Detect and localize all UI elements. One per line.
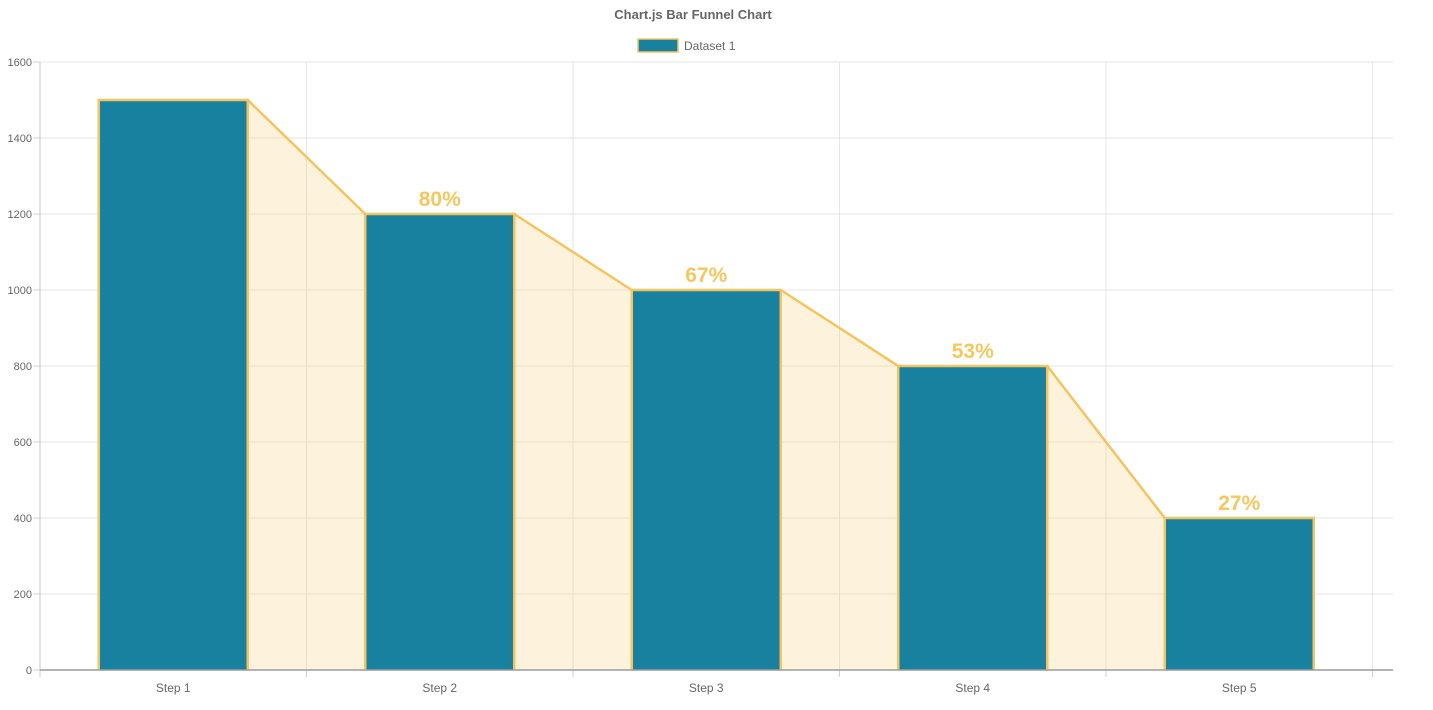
y-axis-tick-label: 0 [26,665,32,677]
y-axis-tick-label: 1400 [8,133,32,145]
bar-3[interactable] [631,290,781,670]
bars-layer [97,98,1315,670]
bar-2[interactable] [365,214,515,670]
bar-border [1163,516,1315,670]
funnel-connector-edge [513,212,633,292]
funnel-connector-edge [246,98,367,216]
x-axis-label-4: Step 4 [955,681,990,695]
percent-label-3: 67% [685,264,727,287]
percent-label-4: 53% [952,340,994,363]
y-axis-tick-label: 200 [14,589,32,601]
x-axis-label-3: Step 3 [689,681,724,695]
funnel-connector-edge [1046,364,1166,520]
legend[interactable]: Dataset 1 [637,38,736,53]
funnel-connector-edge [779,288,900,368]
bar-border [897,364,1049,670]
percent-label-5: 27% [1218,492,1260,515]
x-axis-label-2: Step 2 [422,681,457,695]
bar-4[interactable] [898,366,1048,670]
chart-title: Chart.js Bar Funnel Chart [614,7,772,22]
funnel-connector [514,214,632,670]
bar-5[interactable] [1164,518,1314,670]
bar-1[interactable] [98,100,248,670]
y-axis-tick-label: 400 [14,513,32,525]
legend-label[interactable]: Dataset 1 [684,39,736,53]
legend-swatch[interactable] [637,38,679,53]
y-axis-tick-label: 1600 [8,57,32,69]
y-axis-tick-label: 1200 [8,209,32,221]
funnel-connector [247,100,366,670]
value-labels-layer: 0 200 400 600 800 1000 1200 1400 1600 80% 67% 53% 27… [8,57,1261,695]
bar-border [630,288,782,670]
x-axis-label-1: Step 1 [156,681,191,695]
y-axis-tick-label: 600 [14,437,32,449]
funnel-connector-layer [246,98,1166,670]
funnel-connector [1047,366,1165,670]
y-axis-tick-label: 1000 [8,285,32,297]
funnel-connector [780,290,899,670]
y-axis-tick-label: 800 [14,361,32,373]
bar-border [97,98,249,670]
bar-border [364,212,516,670]
percent-label-2: 80% [419,188,461,211]
x-axis-label-5: Step 5 [1222,681,1257,695]
